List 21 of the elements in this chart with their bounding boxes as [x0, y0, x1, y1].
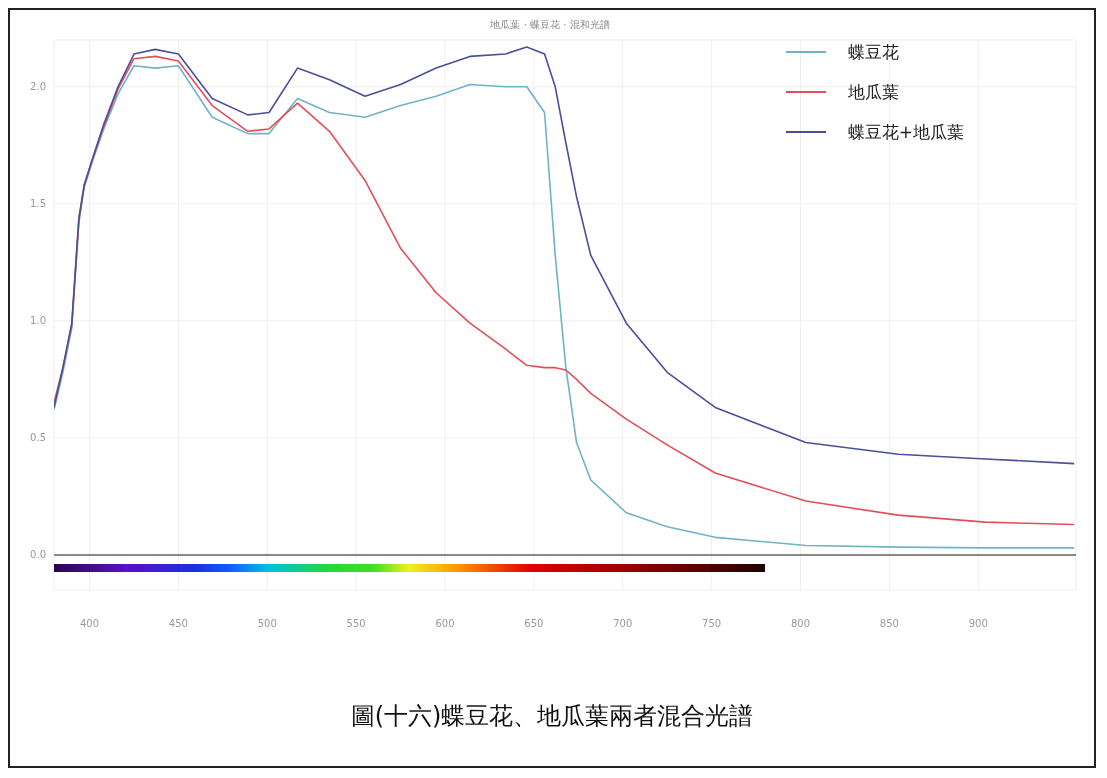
y-tick-label: 0.0	[30, 549, 46, 561]
x-tick-label: 600	[435, 618, 455, 630]
y-tick-label: 1.5	[30, 198, 46, 210]
x-tick-label: 500	[257, 618, 277, 630]
x-tick-label: 700	[613, 618, 633, 630]
x-tick-label: 550	[346, 618, 366, 630]
y-tick-label: 2.0	[30, 81, 46, 93]
x-tick-label: 650	[524, 618, 544, 630]
x-tick-label: 450	[168, 618, 188, 630]
y-tick-label: 0.5	[30, 432, 46, 444]
x-tick-label: 400	[80, 618, 100, 630]
text: 圖(十六)蝶豆花、地瓜葉兩者混合光譜	[349, 701, 755, 732]
x-tick-label: 800	[790, 618, 811, 630]
legend-label: 蝶豆花+地瓜葉	[847, 120, 964, 144]
y-tick-label: 1.0	[30, 315, 46, 327]
x-tick-label: 750	[702, 618, 722, 630]
legend-label: 地瓜葉	[847, 80, 899, 104]
chart-title: 地瓜葉 · 蝶豆花 · 混和光譜	[489, 18, 611, 32]
x-tick-label: 900	[968, 618, 988, 630]
legend-label: 蝶豆花	[847, 40, 899, 64]
x-tick-label: 850	[879, 618, 899, 630]
